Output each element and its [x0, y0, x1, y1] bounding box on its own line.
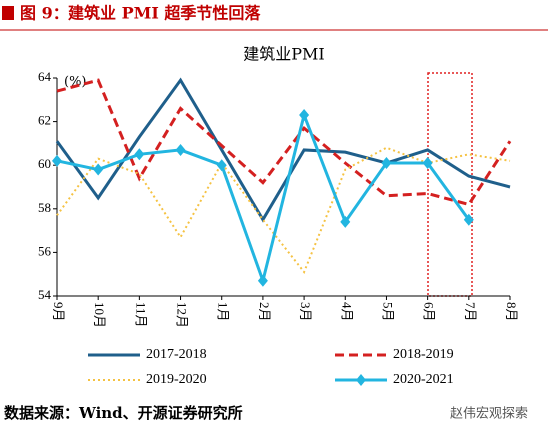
series-line: [56, 110, 471, 286]
series-marker: [257, 274, 268, 287]
series-line: [55, 77, 511, 223]
x-tick-label: 4月: [339, 302, 354, 322]
legend-label: 2019-2020: [146, 372, 207, 387]
header-icon: [2, 6, 14, 20]
legend-label: 2020-2021: [393, 372, 454, 387]
x-tick-label: 10月: [92, 302, 107, 328]
x-tick-label: 7月: [463, 302, 478, 322]
x-tick-label: 12月: [175, 302, 190, 328]
y-tick-label: 56: [38, 243, 52, 258]
series-line: [56, 78, 512, 207]
series-marker: [463, 213, 474, 226]
unit-label: (%): [64, 75, 87, 90]
x-tick-label: 5月: [380, 302, 395, 322]
series-marker: [134, 148, 145, 161]
figure-label: 图 9：: [20, 4, 69, 23]
x-tick-label: 8月: [504, 302, 519, 322]
source: 数据来源：Wind、开源证券研究所: [4, 404, 243, 422]
series-marker: [93, 163, 104, 176]
x-tick-label: 9月: [51, 302, 66, 322]
series-marker: [52, 154, 62, 167]
series-marker: [422, 157, 433, 170]
y-tick-label: 54: [38, 287, 52, 302]
x-tick-label: 11月: [133, 302, 148, 328]
y-tick-label: 62: [38, 113, 51, 128]
x-tick-label: 2月: [257, 302, 272, 322]
series-marker: [299, 109, 310, 122]
header-title: 建筑业 PMI 超季节性回落: [68, 4, 261, 23]
highlight-box: [427, 72, 473, 297]
series-line: [56, 146, 511, 274]
series-marker: [216, 159, 227, 172]
x-tick-label: 6月: [422, 302, 437, 322]
y-tick-label: 60: [38, 156, 51, 171]
legend-label: 2017-2018: [146, 347, 207, 362]
series-marker: [381, 157, 392, 170]
legend-marker: [356, 374, 366, 386]
legend-label: 2018-2019: [393, 347, 454, 362]
series-marker: [175, 143, 186, 156]
y-tick-label: 58: [38, 200, 51, 215]
y-tick-label: 64: [38, 69, 52, 84]
chart-title: 建筑业PMI: [243, 45, 324, 64]
watermark: 赵伟宏观探索: [450, 407, 528, 422]
x-tick-label: 1月: [216, 302, 231, 322]
series-marker: [340, 215, 351, 228]
x-tick-label: 3月: [298, 302, 313, 322]
